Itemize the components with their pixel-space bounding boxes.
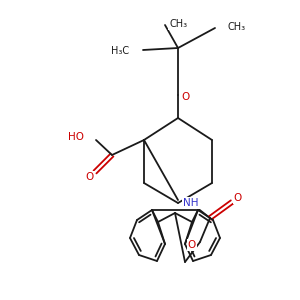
Text: H₃C: H₃C	[111, 46, 129, 56]
Text: O: O	[86, 172, 94, 182]
Text: O: O	[234, 193, 242, 203]
Text: CH₃: CH₃	[228, 22, 246, 32]
Text: O: O	[181, 92, 189, 102]
Text: CH₃: CH₃	[169, 19, 187, 29]
Text: NH: NH	[183, 198, 199, 208]
Text: O: O	[188, 240, 196, 250]
Text: HO: HO	[68, 132, 84, 142]
